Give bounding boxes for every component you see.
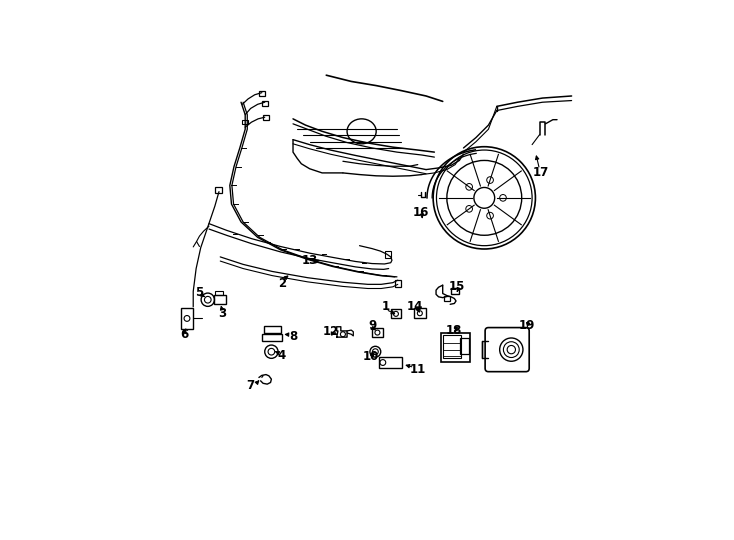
Text: 16: 16 [413, 206, 429, 219]
Text: 13: 13 [302, 254, 318, 267]
Text: 4: 4 [277, 348, 286, 361]
Text: 17: 17 [532, 166, 548, 179]
Text: 14: 14 [407, 300, 423, 313]
Text: 19: 19 [518, 320, 535, 333]
Text: 18: 18 [446, 323, 462, 336]
Text: 1: 1 [382, 300, 390, 313]
Text: 2: 2 [279, 276, 287, 289]
Text: 11: 11 [410, 363, 426, 376]
Text: 10: 10 [363, 350, 379, 363]
Text: 15: 15 [448, 280, 465, 293]
Text: 5: 5 [195, 286, 203, 299]
Text: 12: 12 [322, 325, 338, 338]
Text: 9: 9 [368, 320, 376, 333]
Text: 7: 7 [247, 379, 255, 392]
Text: 8: 8 [289, 330, 297, 343]
Text: 6: 6 [180, 328, 188, 341]
Text: 3: 3 [218, 307, 226, 320]
